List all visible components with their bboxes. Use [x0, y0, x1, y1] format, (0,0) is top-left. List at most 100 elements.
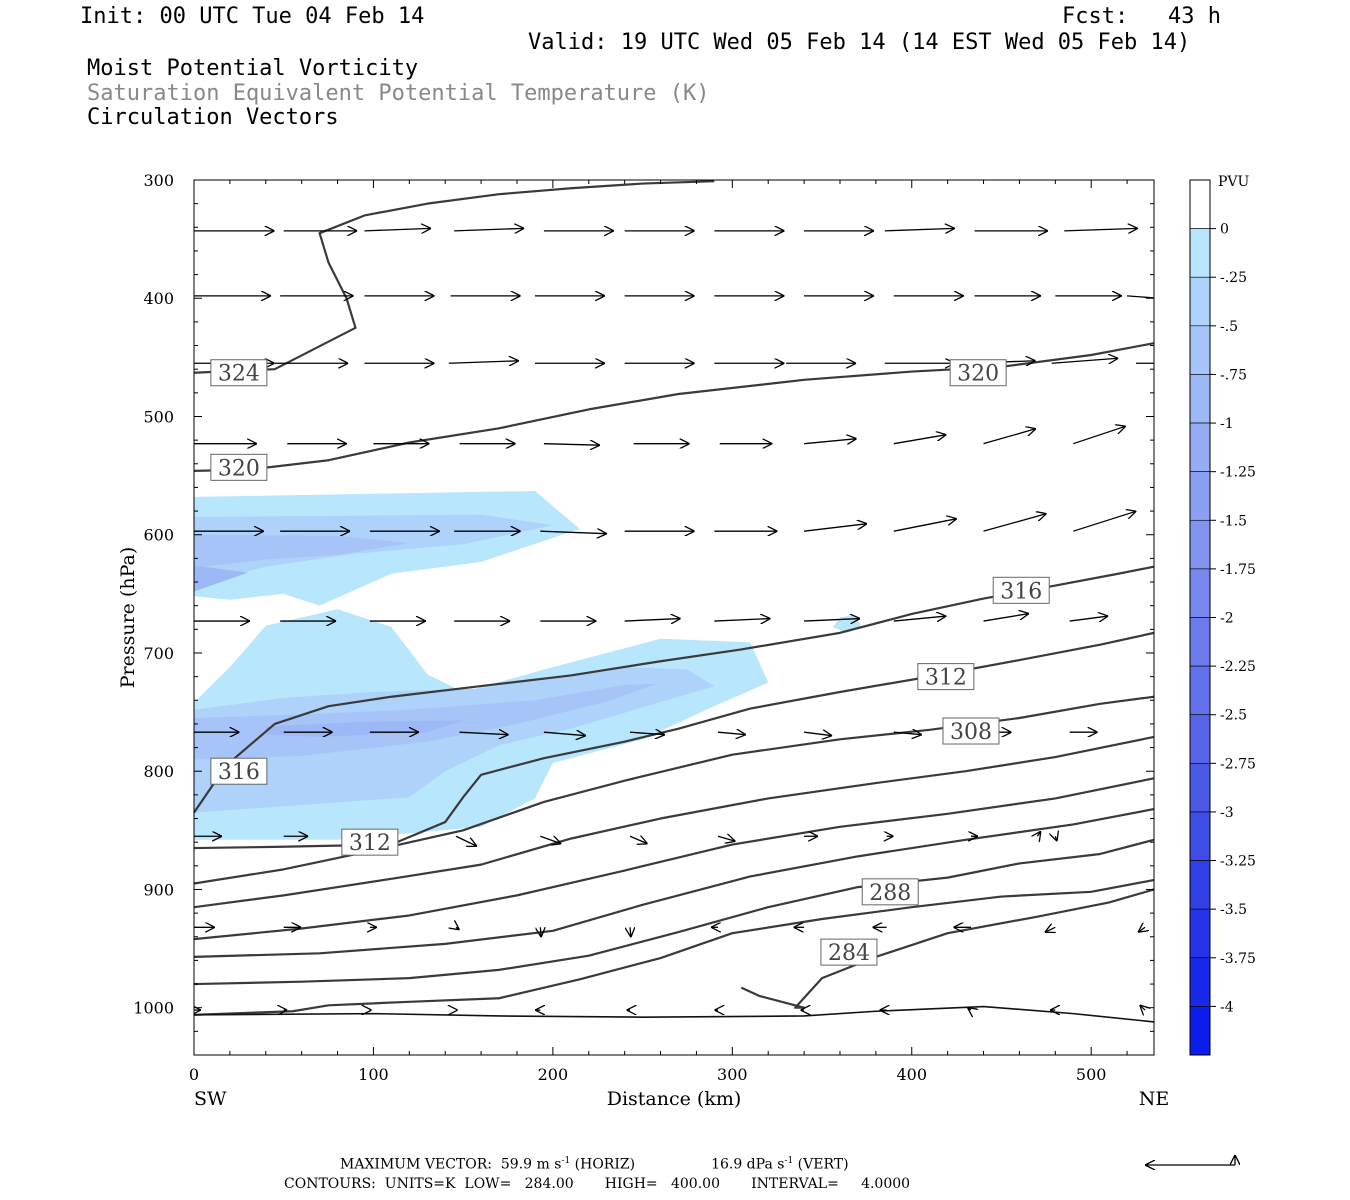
vector-arrow-2-10 [1051, 358, 1119, 363]
colorbar-swatch-2 [1189, 276, 1211, 327]
colorbar-label-7: -1.75 [1220, 562, 1256, 578]
colorbar-label-9: -2.25 [1220, 659, 1256, 675]
x-tick-label-400: 400 [896, 1065, 927, 1084]
contour-304 [194, 735, 1154, 909]
contour-label-box-2 [949, 359, 1007, 387]
contour-label-308: 308 [950, 720, 992, 745]
colorbar-swatch-16 [1189, 957, 1211, 1007]
vector-arrow-8-10 [1045, 927, 1056, 932]
vector-arrow-7-5 [717, 836, 736, 841]
colorbar-label-8: -2 [1220, 611, 1234, 627]
vector-arrow-4-7 [804, 524, 867, 532]
y-tick-label-300: 300 [143, 171, 174, 190]
plot-frame [193, 179, 1155, 1056]
colorbar-swatch-0 [1189, 179, 1211, 229]
mpv-region-3 [194, 514, 553, 585]
colorbar-swatch-12 [1189, 763, 1211, 813]
field-title-theta-es: Saturation Equivalent Potential Temperat… [87, 81, 710, 106]
vector-arrow-6-6 [717, 732, 746, 735]
contour-labels: 324 320 320 316 316 312 312 308 288 284 [210, 359, 1050, 966]
vector-arrow-0-2 [364, 228, 431, 231]
colorbar-label-10: -2.5 [1220, 708, 1247, 724]
vector-arrow-2-3 [448, 361, 519, 364]
init-time: Init: 00 UTC Tue 04 Feb 14 [80, 4, 425, 29]
x-tick-label-200: 200 [538, 1065, 569, 1084]
vector-arrow-4-9 [983, 514, 1047, 532]
contour-320 [194, 342, 1154, 472]
colorbar-swatch-17 [1189, 1006, 1211, 1056]
vector-arrow-5-6 [714, 619, 770, 622]
valid-time: Valid: 19 UTC Wed 05 Feb 14 (14 EST Wed … [528, 30, 1191, 55]
vector-arrow-6-5 [629, 732, 665, 735]
surface-line [194, 1005, 1154, 1023]
field-title-mpv: Moist Potential Vorticity [87, 56, 419, 81]
x-tick-label-0: 0 [189, 1065, 199, 1084]
contour-284 [740, 888, 1154, 1009]
colorbar-label-4: -1 [1220, 416, 1234, 432]
mpv-region-7 [194, 565, 248, 592]
vector-arrow-8-4 [540, 927, 541, 937]
x-axis-label: Distance (km) [607, 1088, 742, 1110]
y-tick-label-700: 700 [143, 644, 174, 663]
vector-arrow-4-10 [1073, 511, 1136, 532]
vector-arrow-8-3 [456, 927, 460, 930]
y-tick-label-1000: 1000 [133, 999, 174, 1018]
colorbar-label-11: -2.75 [1220, 756, 1256, 772]
vector-arrow-6-7 [804, 732, 832, 736]
colorbar-swatch-15 [1189, 908, 1211, 959]
contour-label-284: 284 [828, 941, 870, 966]
vector-arrow-5-7 [804, 619, 860, 622]
vector-arrow-5-8 [893, 616, 947, 621]
colorbar-swatch-3 [1189, 325, 1211, 375]
max-vector-note: MAXIMUM VECTOR: 59.9 m s-1 (HORIZ) 16.9 d… [340, 1156, 849, 1173]
x-tick-label-300: 300 [717, 1065, 748, 1084]
vector-arrow-4-4 [540, 531, 607, 534]
left-end-label: SW [194, 1088, 227, 1110]
contour-label-box-4 [992, 576, 1050, 604]
vector-arrow-0-3 [454, 228, 524, 231]
contour-300 [194, 777, 1154, 941]
contour-324 [194, 180, 715, 374]
colorbar-label-15: -3.75 [1220, 951, 1256, 967]
colorbar-label-6: -1.5 [1220, 513, 1247, 529]
vector-arrow-3-10 [1073, 426, 1126, 445]
vector-arrow-5-5 [624, 619, 681, 622]
axes: 300 400 500 600 700 800 900 1000 0 100 200 300 400 50… [117, 171, 1169, 1110]
colorbar-title: PVU [1218, 174, 1250, 190]
colorbar-swatch-4 [1189, 374, 1211, 424]
field-title-vectors: Circulation Vectors [87, 105, 339, 130]
contour-label-316: 316 [218, 760, 260, 785]
contour-label-288: 288 [869, 881, 911, 906]
y-tick-label-600: 600 [143, 526, 174, 545]
colorbar-label-3: -.75 [1220, 367, 1247, 383]
forecast-hour: Fcst: 43 h [1062, 4, 1221, 29]
contour-label-box-9 [820, 938, 878, 966]
vector-arrow-9-11 [1140, 1005, 1145, 1010]
contour-label-box-1 [210, 453, 268, 481]
y-tick-label-500: 500 [143, 407, 174, 426]
colorbar-label-13: -3.25 [1220, 854, 1256, 870]
colorbar-swatch-14 [1189, 860, 1211, 910]
circulation-vectors [194, 228, 1154, 1010]
vector-arrow-3-4 [543, 444, 600, 446]
contour-292 [194, 838, 1154, 986]
contour-label-316: 316 [1000, 579, 1042, 604]
colorbar-label-1: -.25 [1220, 270, 1247, 286]
contour-label-box-7 [942, 717, 1000, 745]
contour-312 [194, 631, 1154, 850]
colorbar-swatch-5 [1189, 422, 1211, 472]
colorbar: PVU 0 -.25 -.5 -.75 -1 -1.25 -1.5 -1.75 -2 -2.25 -2… [1189, 174, 1256, 1056]
vector-arrow-6-8 [893, 732, 922, 735]
colorbar-label-0: 0 [1220, 222, 1229, 238]
colorbar-swatch-13 [1189, 811, 1211, 861]
reference-vector [1145, 1154, 1235, 1165]
vector-arrow-7-2 [455, 835, 477, 846]
vector-arrow-5-9 [983, 614, 1030, 622]
mpv-region-5 [194, 534, 410, 568]
vector-arrow-3-9 [983, 429, 1037, 445]
contour-288 [194, 878, 1154, 1016]
contour-label-box-5 [341, 828, 399, 856]
colorbar-swatch-8 [1189, 568, 1211, 618]
y-tick-label-900: 900 [143, 880, 174, 899]
theta-es-contours [194, 180, 1154, 1023]
